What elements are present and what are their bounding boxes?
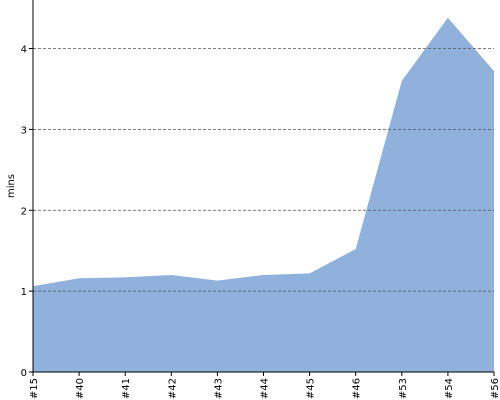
x-tick-label: #53	[398, 378, 409, 399]
x-tick-label: #46	[352, 378, 363, 399]
x-tick-label: #44	[260, 378, 271, 399]
x-tick-label: #54	[444, 378, 455, 399]
x-tick-label: #15	[29, 378, 40, 399]
y-axis-label: mins	[6, 174, 17, 198]
y-tick-label: 0	[21, 368, 27, 379]
x-tick-label: #42	[167, 378, 178, 399]
y-tick-label: 4	[21, 45, 27, 56]
x-tick-label: #40	[75, 378, 86, 399]
y-tick-label: 2	[21, 206, 27, 217]
x-tick-label: #41	[121, 378, 132, 399]
x-tick-label: #43	[213, 378, 224, 399]
x-tick-label: #56	[490, 378, 500, 399]
x-tick-label: #45	[306, 378, 317, 399]
y-tick-label: 3	[21, 125, 27, 136]
area	[33, 17, 494, 373]
y-tick-label: 1	[21, 287, 27, 298]
